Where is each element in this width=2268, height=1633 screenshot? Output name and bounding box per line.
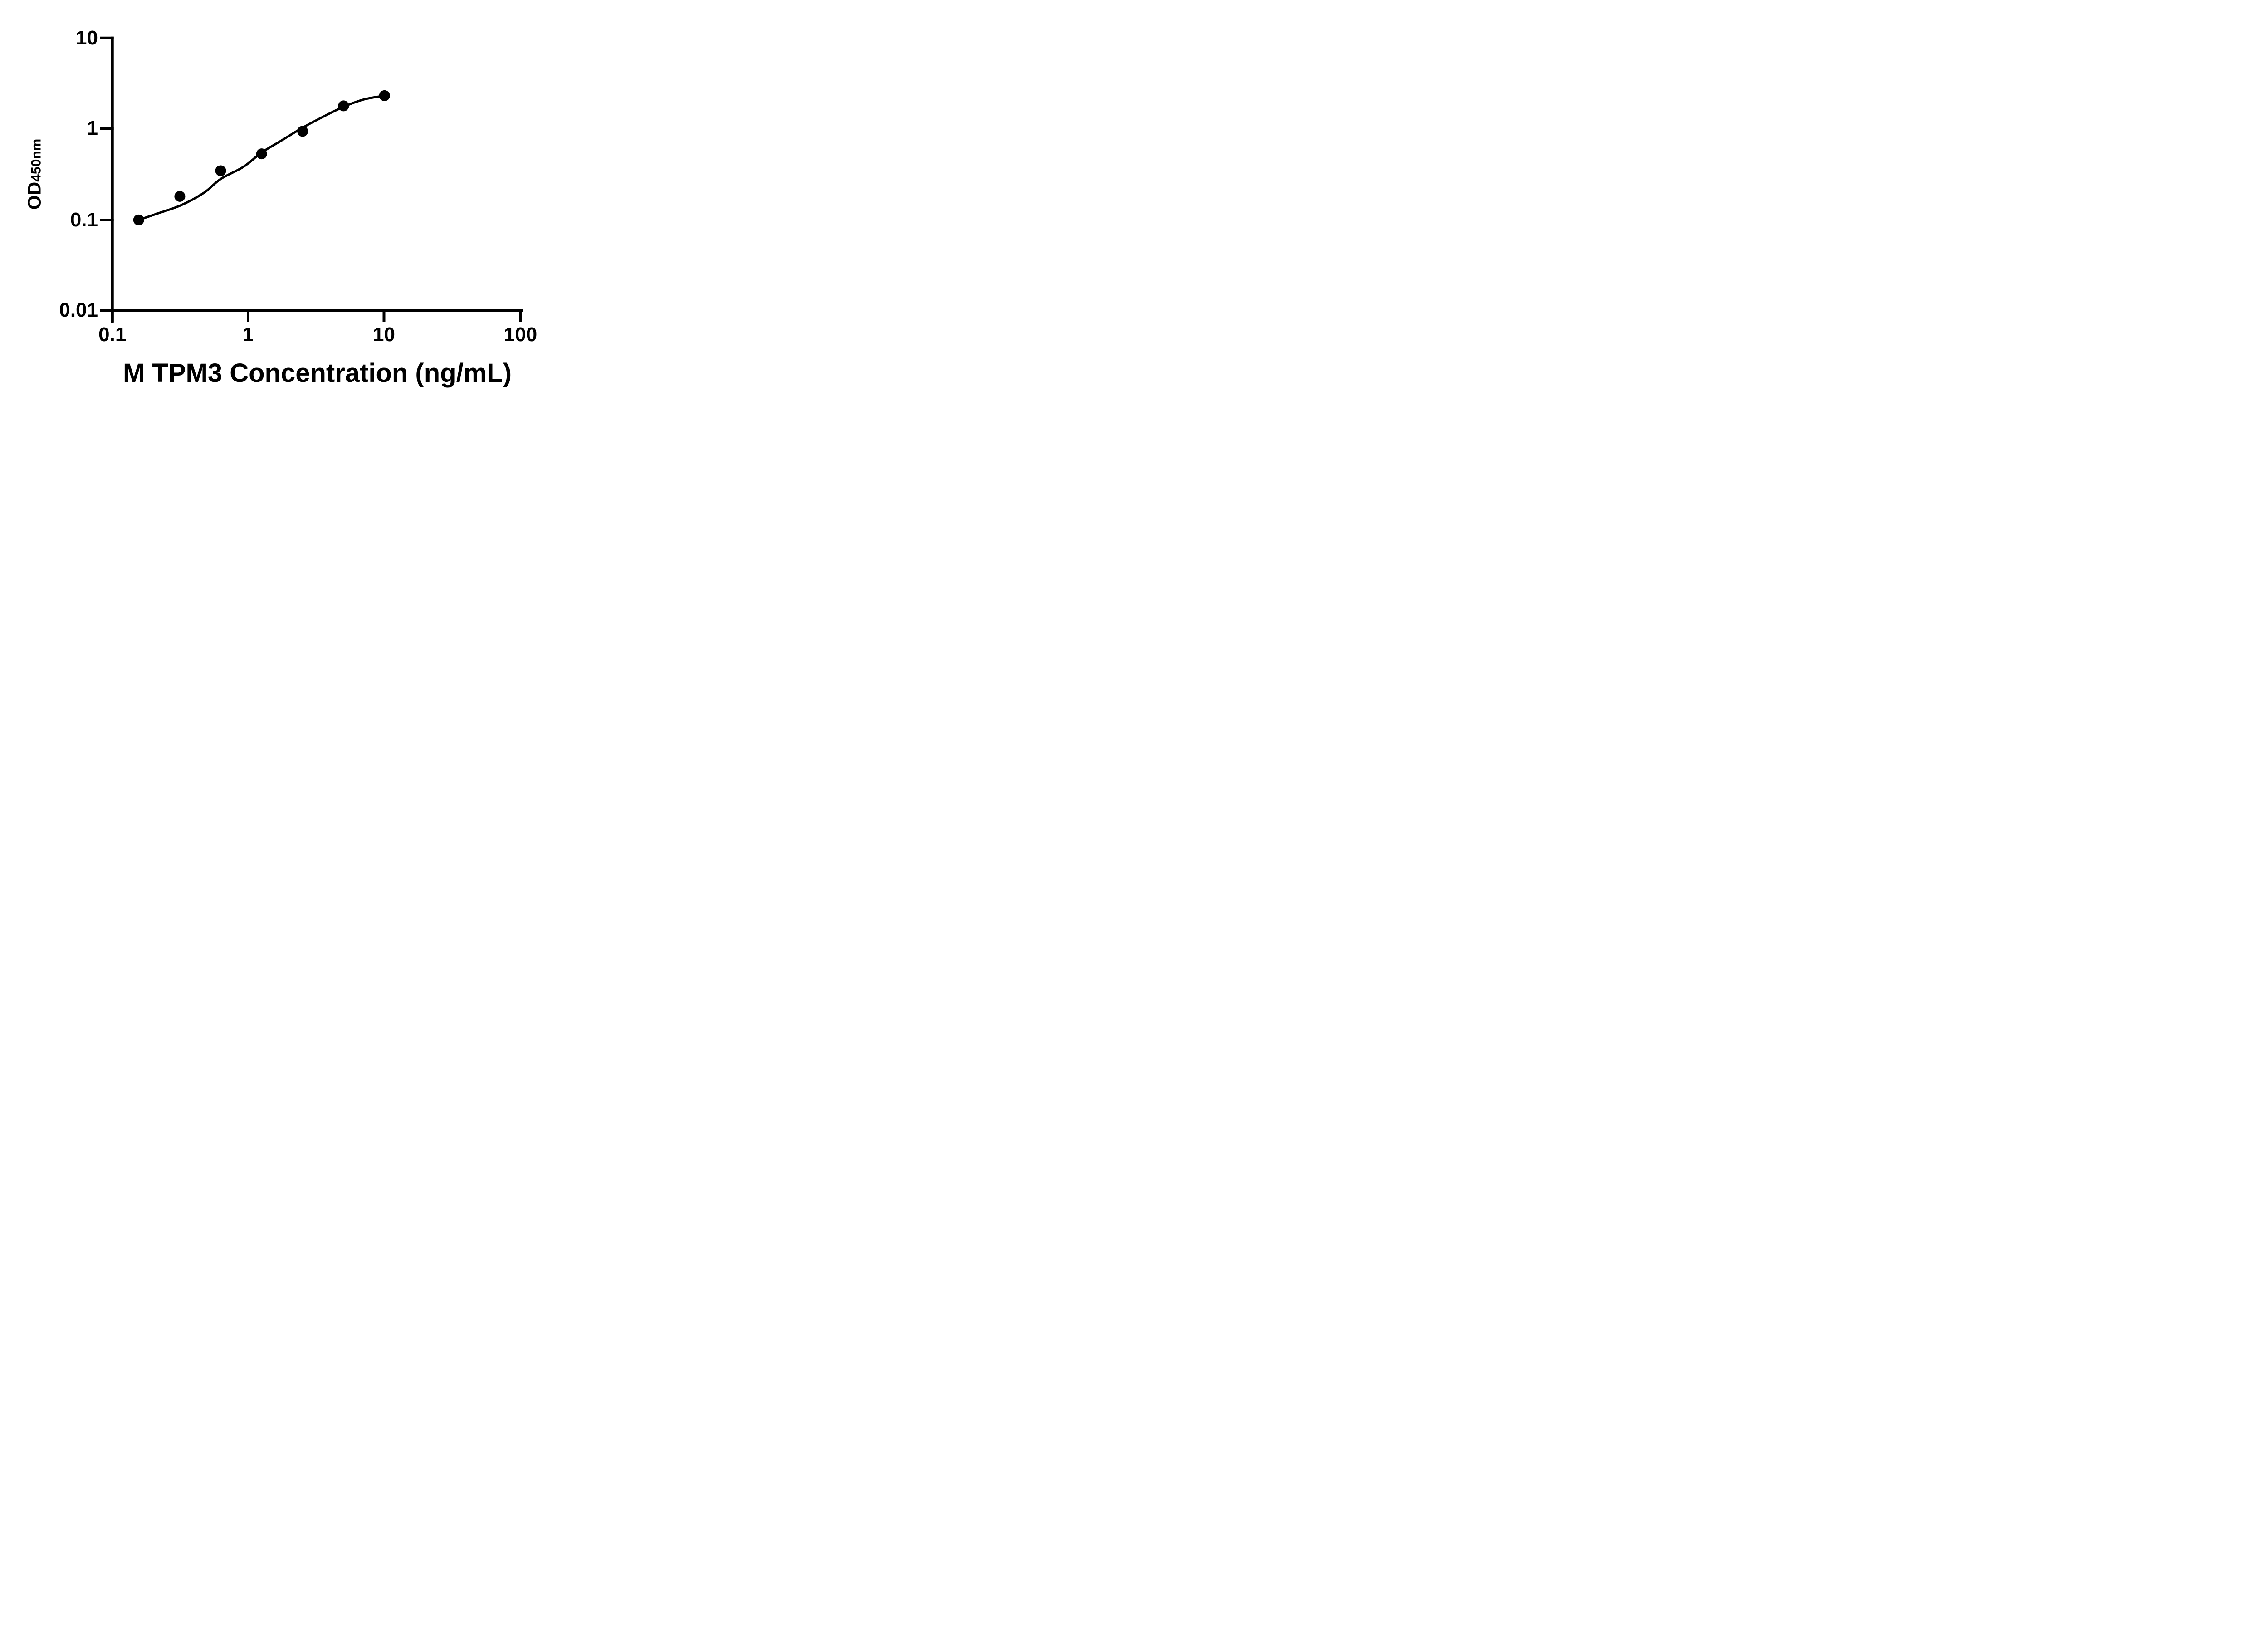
- chart-layer: [133, 90, 390, 225]
- y-axis-title: OD450nm: [24, 139, 45, 210]
- data-point: [215, 165, 226, 176]
- elisa-standard-curve-figure: 10 1 0.1 0.01 0.1 1 10 100 M TPM3 Concen…: [0, 0, 583, 408]
- data-point: [133, 214, 144, 225]
- data-point: [174, 191, 186, 202]
- y-tick-label-10: 10: [76, 27, 98, 49]
- y-tick-label-0.1: 0.1: [70, 209, 98, 231]
- x-tick-label-100: 100: [503, 323, 538, 346]
- y-axis-title-subscript: 450nm: [29, 138, 44, 182]
- y-tick-label-0.01: 0.01: [59, 299, 98, 321]
- x-tick-label-10: 10: [373, 323, 395, 346]
- data-point: [379, 90, 390, 101]
- plot-area: [100, 36, 523, 323]
- y-tick-label-1: 1: [87, 117, 98, 139]
- x-tick-label-0.1: 0.1: [98, 323, 127, 346]
- x-tick-label-1: 1: [242, 323, 254, 346]
- data-point: [297, 126, 308, 137]
- x-axis-title: M TPM3 Concentration (ng/mL): [122, 358, 512, 388]
- y-axis-title-main: OD: [24, 181, 45, 210]
- data-point: [256, 148, 267, 160]
- axes: [100, 36, 523, 323]
- data-point: [338, 100, 349, 112]
